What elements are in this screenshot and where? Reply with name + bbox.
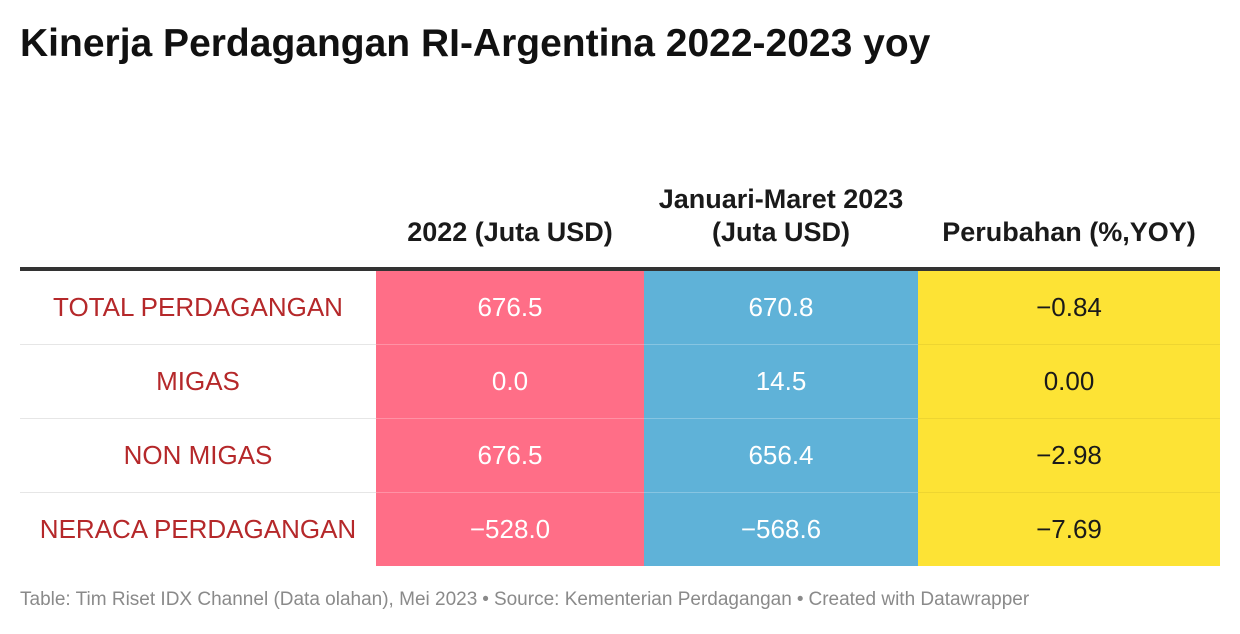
datawrapper-credit: Created with Datawrapper [808,589,1030,610]
table-cell: 656.4 [644,418,918,493]
table-cell: 676.5 [376,269,644,345]
table-cell: 0.0 [376,344,644,419]
table-cell: 670.8 [644,269,918,345]
footer-separator: • [482,589,489,610]
table-row: NON MIGAS 676.5 656.4 −2.98 [20,418,1220,493]
table-row: TOTAL PERDAGANGAN 676.5 670.8 −0.84 [20,269,1220,345]
chart-title: Kinerja Perdagangan RI-Argentina 2022-20… [20,22,931,65]
column-header: 2022 (Juta USD) [376,124,644,271]
row-label: NERACA PERDAGANGAN [20,492,376,566]
column-header: Januari-Maret 2023 (Juta USD) [644,124,918,271]
table-row: MIGAS 0.0 14.5 0.00 [20,344,1220,419]
table-row: NERACA PERDAGANGAN −528.0 −568.6 −7.69 [20,492,1220,566]
table-cell: −0.84 [918,269,1220,345]
table-credit: Table: Tim Riset IDX Channel (Data olaha… [20,589,478,610]
chart-footer: Table: Tim Riset IDX Channel (Data olaha… [20,589,1029,611]
table-cell: −568.6 [644,492,918,566]
table-cell: 0.00 [918,344,1220,419]
column-header: Perubahan (%,YOY) [918,124,1220,271]
table-cell: −7.69 [918,492,1220,566]
row-label: NON MIGAS [20,418,376,493]
source-note: Source: Kementerian Perdagangan [493,589,792,610]
row-label: TOTAL PERDAGANGAN [20,269,376,345]
table-cell: −528.0 [376,492,644,566]
table-cell: 676.5 [376,418,644,493]
table-cell: 14.5 [644,344,918,419]
table-cell: −2.98 [918,418,1220,493]
row-label: MIGAS [20,344,376,419]
column-header [20,124,376,271]
table-header-row: 2022 (Juta USD) Januari-Maret 2023 (Juta… [20,124,1220,271]
data-table: 2022 (Juta USD) Januari-Maret 2023 (Juta… [20,124,1220,566]
footer-separator: • [796,589,804,610]
